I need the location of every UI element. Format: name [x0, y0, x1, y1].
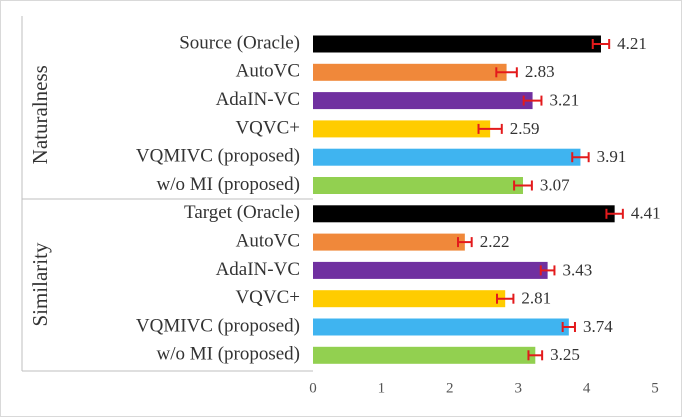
- bar: [313, 346, 536, 364]
- bar: [313, 177, 523, 194]
- error-bar: [513, 180, 533, 191]
- value-label: 3.43: [562, 260, 592, 279]
- error-bar: [457, 237, 473, 248]
- category-label: w/o MI (proposed): [156, 344, 300, 365]
- value-label: 3.07: [540, 175, 570, 194]
- error-bar: [495, 67, 518, 78]
- value-label: 3.74: [583, 317, 613, 336]
- error-bar: [477, 123, 503, 134]
- group-label: Similarity: [28, 242, 52, 327]
- category-label: AdaIN-VC: [216, 89, 300, 110]
- value-label: 2.22: [480, 232, 510, 251]
- bar: [313, 92, 533, 110]
- category-label: VQMIVC (proposed): [136, 146, 300, 167]
- error-bar: [591, 39, 611, 49]
- value-label: 3.25: [550, 345, 580, 364]
- category-label: Source (Oracle): [179, 32, 300, 53]
- error-bar: [527, 350, 544, 361]
- error-bar: [571, 152, 590, 163]
- bar: [313, 318, 569, 336]
- category-label: VQVC+: [235, 287, 300, 308]
- category-label: VQMIVC (proposed): [136, 315, 300, 336]
- bar: [313, 63, 507, 81]
- value-label: 3.21: [549, 91, 579, 110]
- category-label: Target (Oracle): [184, 202, 300, 223]
- error-bar: [495, 293, 515, 304]
- x-tick-label: 1: [378, 380, 386, 396]
- value-label: 2.81: [521, 289, 551, 308]
- error-bar: [539, 265, 556, 276]
- value-label: 2.83: [525, 62, 555, 81]
- bar: [313, 120, 491, 138]
- value-label: 3.91: [597, 147, 627, 166]
- value-label: 4.21: [617, 34, 647, 53]
- category-label: AdaIN-VC: [216, 259, 300, 280]
- bar: [313, 233, 465, 251]
- category-label: VQVC+: [235, 117, 300, 138]
- x-tick-label: 0: [309, 380, 317, 396]
- value-label: 4.41: [631, 204, 661, 223]
- category-label: AutoVC: [236, 230, 300, 251]
- value-label: 2.59: [510, 119, 540, 138]
- x-tick-label: 4: [583, 380, 591, 396]
- x-tick-label: 3: [514, 380, 522, 396]
- error-bar: [561, 322, 576, 332]
- bar: [313, 148, 581, 166]
- bar: [313, 205, 615, 223]
- bar: [313, 35, 601, 53]
- bar: [313, 261, 548, 279]
- category-label: AutoVC: [236, 61, 300, 82]
- category-label: w/o MI (proposed): [156, 174, 300, 195]
- x-tick-label: 2: [446, 380, 454, 396]
- group-label: Naturalness: [28, 65, 52, 164]
- x-tick-label: 5: [651, 380, 659, 396]
- bar: [313, 290, 506, 308]
- error-bar: [522, 95, 543, 106]
- error-bar: [605, 208, 624, 219]
